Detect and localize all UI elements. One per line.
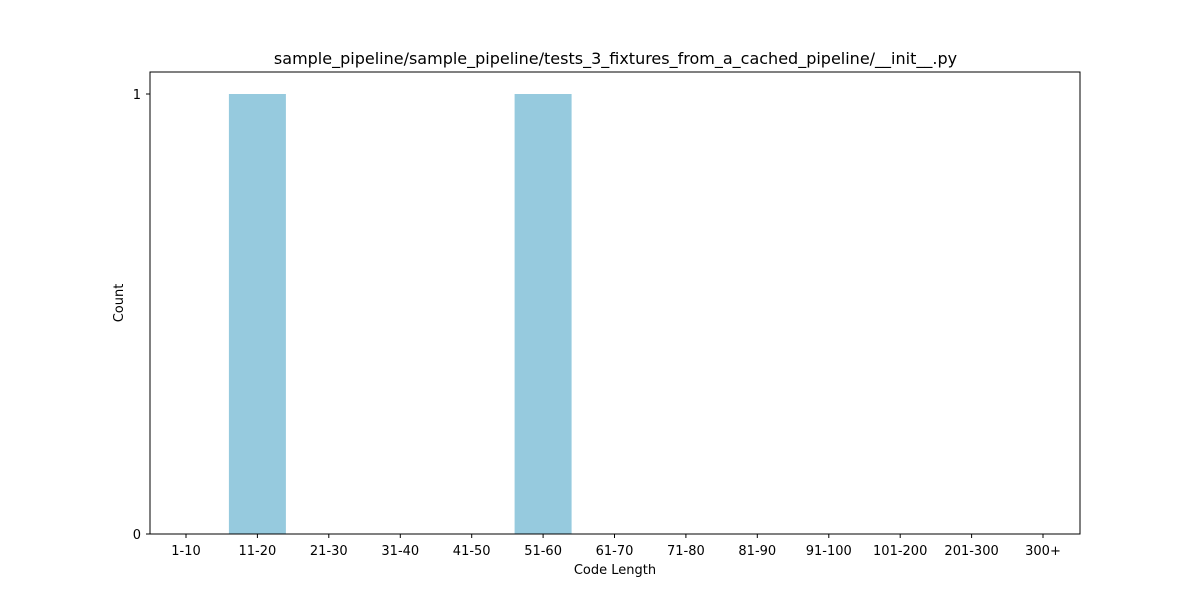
x-axis: 1-10 11-20 21-30 31-40 41-50 51-60 61-70 71-80 8… xyxy=(171,534,1061,559)
x-tick-label: 91-100 xyxy=(806,544,852,559)
x-axis-label: Code Length xyxy=(574,563,656,578)
bar-51-60 xyxy=(514,94,572,534)
y-tick-label: 1 xyxy=(133,88,141,103)
x-tick-label: 61-70 xyxy=(596,544,634,559)
y-tick-label: 0 xyxy=(133,528,141,543)
x-tick-label: 300+ xyxy=(1025,544,1061,559)
x-tick-label: 101-200 xyxy=(873,544,927,559)
x-tick-label: 31-40 xyxy=(381,544,419,559)
bar-11-20 xyxy=(228,94,286,534)
x-tick-label: 1-10 xyxy=(171,544,201,559)
x-tick-label: 51-60 xyxy=(524,544,562,559)
x-tick-label: 21-30 xyxy=(310,544,348,559)
bars-layer xyxy=(228,94,572,534)
plot-area-frame xyxy=(149,71,1081,535)
x-tick-label: 11-20 xyxy=(239,544,277,559)
y-axis-label: Count xyxy=(112,284,127,323)
chart-title: sample_pipeline/sample_pipeline/tests_3_… xyxy=(274,49,957,69)
x-tick-label: 201-300 xyxy=(944,544,998,559)
x-tick-label: 81-90 xyxy=(738,544,776,559)
x-tick-label: 41-50 xyxy=(453,544,491,559)
x-tick-label: 71-80 xyxy=(667,544,705,559)
y-axis: 01 xyxy=(133,88,150,543)
